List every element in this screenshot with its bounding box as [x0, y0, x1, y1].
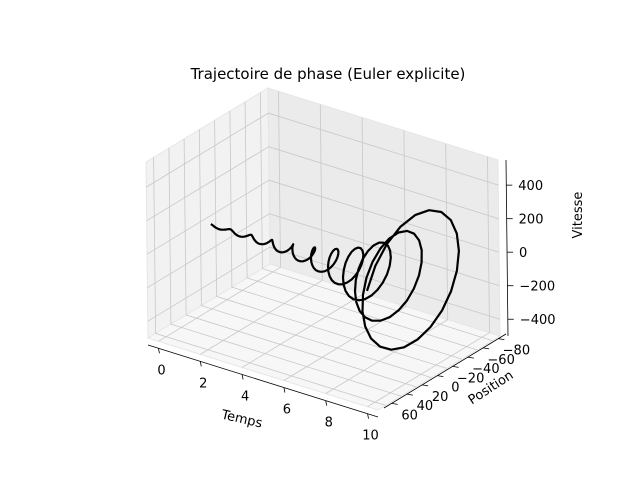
z-tick-label: −200 — [519, 280, 555, 295]
y-tick-label: −80 — [503, 344, 530, 359]
z-grid-line — [147, 246, 500, 322]
x-tick-label: 4 — [241, 389, 249, 404]
z-tick-label: −400 — [520, 313, 556, 328]
z-grid-line — [146, 112, 499, 188]
z-axis-label: Vitesse — [571, 192, 586, 239]
x-tick-label: 8 — [325, 416, 333, 431]
y-tick-label: −20 — [457, 371, 484, 386]
z-axis-line — [505, 159, 509, 337]
y-tick-mark — [406, 393, 413, 396]
y-tick-mark — [483, 347, 490, 350]
z-tick-label: 200 — [519, 213, 544, 228]
trajectory-group — [210, 209, 460, 351]
tick-labels: 0246810−80−60−40−200204060−400−200020040… — [157, 179, 555, 444]
y-tick-mark — [467, 356, 474, 359]
x-tick-mark — [241, 374, 244, 380]
x-tick-mark — [199, 361, 202, 367]
axis-lines — [147, 159, 509, 418]
x-tick-label: 6 — [283, 403, 291, 418]
x-tick-mark — [158, 348, 160, 354]
y-axis-line — [383, 333, 507, 409]
chart-title: Trajectoire de phase (Euler explicite) — [190, 65, 466, 83]
y-tick-mark — [452, 365, 459, 368]
trajectory-line — [210, 209, 460, 351]
x-axis-label: Temps — [219, 407, 264, 431]
x-tick-label: 10 — [362, 429, 379, 444]
y-tick-label: −40 — [472, 362, 499, 377]
z-tick-label: 400 — [518, 179, 543, 194]
x-tick-mark — [367, 413, 369, 419]
z-grid-line — [146, 179, 500, 255]
y-tick-mark — [422, 384, 429, 387]
x-tick-label: 2 — [199, 376, 207, 391]
z-grid-line — [146, 146, 499, 222]
y-tick-mark — [498, 338, 505, 341]
y-tick-label: 40 — [417, 399, 434, 414]
x-tick-mark — [325, 400, 328, 406]
x-tick-label: 0 — [157, 363, 165, 378]
y-tick-label: −60 — [487, 353, 514, 368]
x-tick-mark — [283, 387, 286, 393]
z-tick-label: 0 — [519, 246, 527, 261]
y-tick-label: 0 — [451, 381, 459, 396]
y-tick-mark — [391, 402, 398, 405]
x-axis-line — [147, 344, 379, 418]
y-tick-label: 20 — [432, 390, 449, 405]
y-tick-mark — [437, 375, 444, 378]
floor-pane — [146, 263, 502, 411]
y-tick-label: 60 — [401, 408, 418, 423]
z-grid-line — [147, 213, 500, 289]
grid-lines — [146, 91, 500, 408]
